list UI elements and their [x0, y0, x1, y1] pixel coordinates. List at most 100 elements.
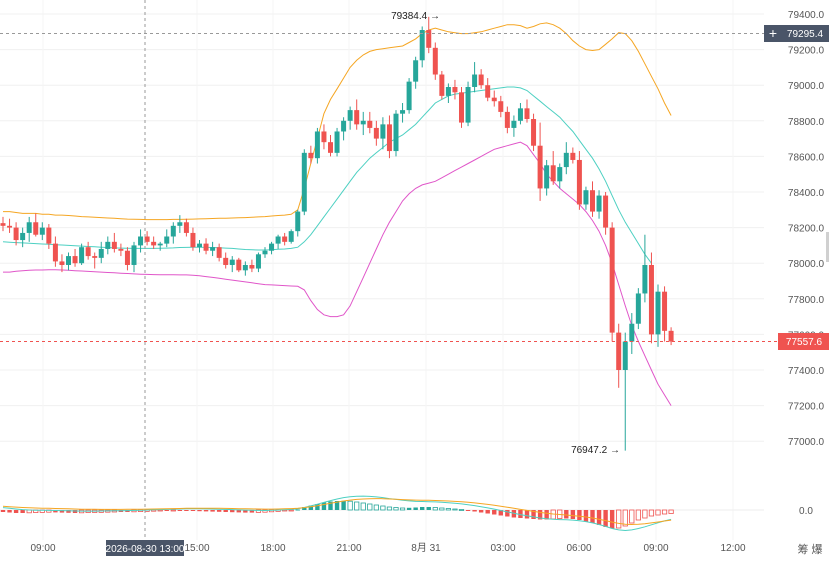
plus-icon[interactable]: + — [769, 25, 777, 41]
candle[interactable] — [622, 332, 628, 451]
candle[interactable] — [472, 62, 478, 93]
candle[interactable] — [229, 256, 235, 273]
candle[interactable] — [596, 190, 602, 219]
candle[interactable] — [635, 288, 641, 330]
candle[interactable] — [197, 240, 202, 253]
candle[interactable] — [531, 113, 537, 152]
candle[interactable] — [655, 284, 661, 347]
price-axis-scroll-handle[interactable] — [826, 232, 829, 262]
candle[interactable] — [203, 238, 209, 255]
candle[interactable] — [517, 103, 523, 125]
candle[interactable] — [426, 16, 432, 54]
candle[interactable] — [498, 95, 504, 118]
candle[interactable] — [118, 243, 124, 257]
candle[interactable] — [367, 111, 373, 134]
candle[interactable] — [445, 83, 451, 103]
candle[interactable] — [504, 106, 510, 134]
candle[interactable] — [144, 231, 150, 246]
candle[interactable] — [524, 99, 530, 123]
candle[interactable] — [347, 106, 353, 130]
candle[interactable] — [46, 224, 52, 249]
candle[interactable] — [668, 327, 674, 346]
candle[interactable] — [537, 122, 543, 201]
candle[interactable] — [341, 117, 347, 141]
candle[interactable] — [380, 117, 386, 150]
candle[interactable] — [570, 147, 576, 164]
candle[interactable] — [485, 78, 491, 102]
candle[interactable] — [20, 227, 26, 248]
candle[interactable] — [242, 261, 248, 276]
candle[interactable] — [393, 110, 399, 157]
candle[interactable] — [308, 145, 314, 164]
candle[interactable] — [439, 70, 445, 100]
candle[interactable] — [662, 286, 668, 342]
candle[interactable] — [648, 252, 654, 344]
candle[interactable] — [328, 135, 333, 157]
candle[interactable] — [105, 236, 111, 255]
candle[interactable] — [98, 241, 104, 264]
candle[interactable] — [33, 213, 39, 237]
candle[interactable] — [452, 79, 458, 100]
candle[interactable] — [288, 229, 294, 244]
candle[interactable] — [609, 222, 615, 342]
candle[interactable] — [629, 313, 635, 354]
candle[interactable] — [360, 111, 366, 136]
candle[interactable] — [177, 215, 183, 233]
candle[interactable] — [92, 252, 98, 269]
candle[interactable] — [334, 127, 340, 157]
candle[interactable] — [72, 248, 78, 267]
candle[interactable] — [26, 216, 32, 242]
candle[interactable] — [138, 229, 144, 253]
candle[interactable] — [52, 236, 58, 267]
candle[interactable] — [282, 232, 288, 246]
candle[interactable] — [249, 259, 255, 273]
candle[interactable] — [151, 236, 157, 249]
candle[interactable] — [557, 163, 563, 189]
candle[interactable] — [590, 181, 595, 217]
candle[interactable] — [550, 151, 556, 185]
candle[interactable] — [131, 241, 137, 273]
candle[interactable] — [576, 151, 582, 210]
candle[interactable] — [111, 232, 117, 253]
candle[interactable] — [544, 159, 550, 196]
candle[interactable] — [301, 149, 307, 216]
crosshair-plus-box[interactable] — [764, 25, 782, 42]
candle[interactable] — [13, 222, 19, 246]
candle[interactable] — [491, 90, 497, 107]
candle[interactable] — [354, 99, 360, 130]
candle[interactable] — [223, 252, 229, 269]
candle[interactable] — [0, 216, 6, 232]
candle[interactable] — [642, 234, 648, 303]
candle[interactable] — [616, 323, 622, 388]
candle[interactable] — [236, 257, 242, 273]
time-axis[interactable]: 09:00 15:00 18:00 21:00 8月 31 03:00 06:00 09:00… — [30, 542, 745, 554]
candle[interactable] — [321, 124, 327, 150]
candle[interactable] — [262, 247, 268, 258]
candle[interactable] — [157, 241, 163, 251]
candle[interactable] — [59, 254, 65, 273]
candle[interactable] — [66, 252, 71, 271]
candle[interactable] — [511, 115, 517, 137]
candle[interactable] — [314, 127, 320, 164]
candle[interactable] — [190, 227, 196, 251]
candle[interactable] — [478, 69, 484, 89]
candle[interactable] — [183, 218, 189, 237]
candle[interactable] — [563, 142, 569, 175]
candle[interactable] — [7, 218, 13, 233]
candle[interactable] — [124, 247, 130, 271]
candle[interactable] — [386, 115, 392, 159]
candle[interactable] — [79, 243, 85, 265]
candle[interactable] — [603, 192, 609, 235]
candle[interactable] — [400, 103, 406, 123]
candle-series[interactable] — [0, 16, 674, 451]
candle[interactable] — [465, 81, 471, 127]
candle[interactable] — [39, 222, 45, 241]
candle[interactable] — [406, 78, 412, 114]
candle[interactable] — [255, 252, 261, 273]
candle[interactable] — [583, 186, 589, 210]
candle[interactable] — [170, 222, 176, 244]
candle[interactable] — [459, 86, 464, 128]
candle[interactable] — [216, 243, 222, 262]
